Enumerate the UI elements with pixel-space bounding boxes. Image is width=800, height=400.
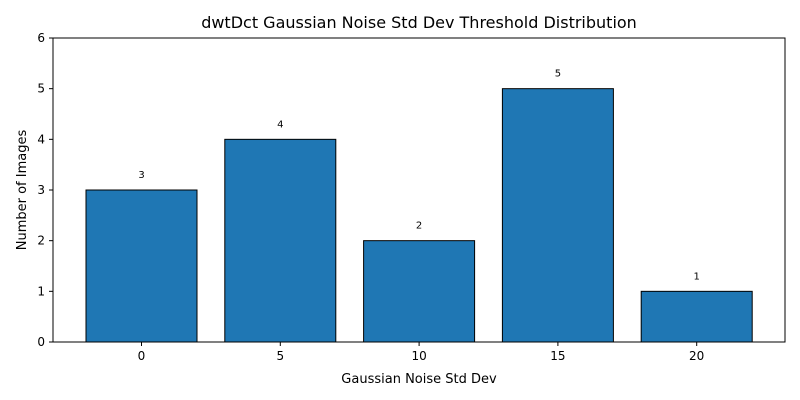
y-tick-label: 1 <box>37 284 45 298</box>
y-tick-label: 2 <box>37 234 45 248</box>
y-tick-label: 6 <box>37 31 45 45</box>
bars-group: 3 4 2 5 1 <box>85 69 753 343</box>
bar-0 <box>85 189 198 343</box>
x-tick-label: 10 <box>411 349 426 363</box>
bar-15 <box>501 88 614 343</box>
x-tick-label: 20 <box>689 349 704 363</box>
bar-20 <box>640 290 753 343</box>
data-label-20: 1 <box>694 271 700 282</box>
y-axis-label: Number of Images <box>15 130 30 251</box>
y-axis-ticks: 0 1 2 3 4 5 6 <box>37 31 53 349</box>
data-label-10: 2 <box>416 221 422 232</box>
bar-10 <box>363 240 476 343</box>
data-label-5: 4 <box>277 119 283 130</box>
plot-area-frame <box>52 37 786 343</box>
chart-title: dwtDct Gaussian Noise Std Dev Threshold … <box>201 13 637 32</box>
x-tick-label: 0 <box>138 349 146 363</box>
y-tick-label: 3 <box>37 183 45 197</box>
y-tick-label: 4 <box>37 132 45 146</box>
data-label-0: 3 <box>138 170 144 181</box>
bar-5 <box>224 138 337 343</box>
y-tick-label: 0 <box>37 335 45 349</box>
x-axis-ticks: 0 5 10 15 20 <box>138 342 704 363</box>
x-axis-label: Gaussian Noise Std Dev <box>341 372 497 387</box>
x-tick-label: 15 <box>550 349 565 363</box>
y-tick-label: 5 <box>37 82 45 96</box>
x-tick-label: 5 <box>276 349 284 363</box>
data-label-15: 5 <box>555 69 561 80</box>
